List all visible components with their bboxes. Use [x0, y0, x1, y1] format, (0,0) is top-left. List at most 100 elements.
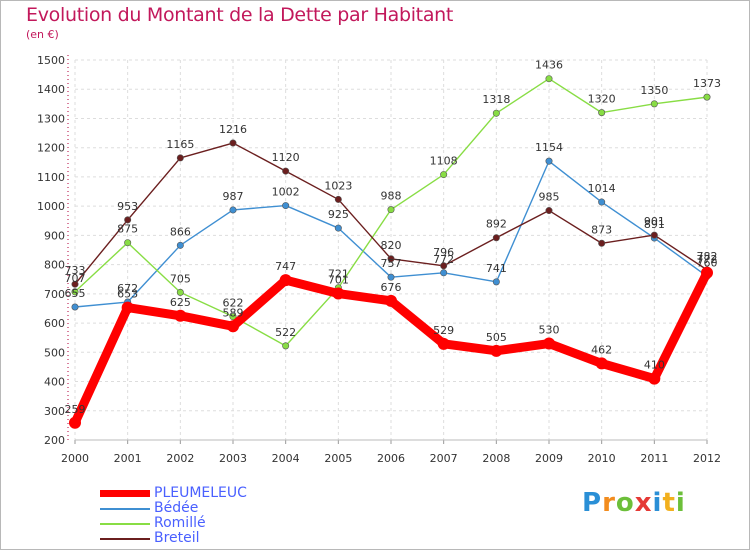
logo-letter: t: [662, 488, 676, 518]
data-point: [174, 309, 187, 322]
x-tick-label: 2011: [640, 452, 668, 465]
data-point: [598, 239, 606, 247]
data-point: [229, 206, 237, 214]
data-point: [279, 274, 292, 287]
data-label: 622: [223, 297, 244, 310]
legend-label: Romillé: [154, 515, 206, 531]
data-label: 522: [275, 326, 296, 339]
data-label: 259: [65, 403, 86, 416]
data-point: [282, 202, 290, 210]
data-point: [545, 157, 553, 165]
data-point: [650, 231, 658, 239]
data-point: [440, 262, 448, 270]
data-label: 925: [328, 208, 349, 221]
data-point: [282, 342, 290, 350]
data-label: 987: [223, 190, 244, 203]
data-point: [545, 207, 553, 215]
logo-letter: o: [615, 488, 635, 518]
data-label: 410: [644, 359, 665, 372]
data-label: 985: [539, 191, 560, 204]
data-point: [648, 372, 661, 385]
x-tick-label: 2010: [588, 452, 616, 465]
x-tick-label: 2003: [219, 452, 247, 465]
x-tick-label: 2005: [324, 452, 352, 465]
data-label: 529: [433, 324, 454, 337]
data-label: 1002: [272, 186, 300, 199]
data-label: 988: [381, 190, 402, 203]
data-label: 892: [486, 218, 507, 231]
x-tick-label: 2002: [166, 452, 194, 465]
data-point: [492, 109, 500, 117]
y-tick-label: 1300: [37, 112, 65, 125]
data-point: [227, 320, 239, 333]
data-point: [121, 301, 134, 314]
data-point: [440, 269, 448, 277]
data-point: [598, 109, 606, 117]
data-label: 820: [381, 239, 402, 252]
data-label: 721: [328, 268, 349, 281]
data-label: 625: [170, 296, 191, 309]
y-tick-label: 1200: [37, 142, 65, 155]
data-point: [332, 287, 345, 300]
data-label: 891: [644, 218, 665, 231]
data-label: 1154: [535, 141, 563, 154]
data-label: 707: [65, 272, 86, 285]
data-label: 875: [117, 223, 138, 236]
data-label: 733: [65, 264, 86, 277]
y-tick-label: 300: [44, 405, 65, 418]
data-label: 757: [381, 257, 402, 270]
data-point: [69, 416, 81, 429]
data-label: 1108: [430, 155, 458, 168]
y-tick-label: 900: [44, 229, 65, 242]
data-label: 796: [433, 246, 454, 259]
data-point: [543, 337, 555, 350]
data-point: [124, 239, 132, 247]
y-tick-label: 600: [44, 317, 65, 330]
data-point: [387, 206, 395, 214]
data-label: 772: [433, 253, 454, 266]
data-point: [71, 303, 79, 311]
data-label: 462: [591, 343, 612, 356]
data-label: 653: [117, 288, 138, 301]
data-label: 589: [223, 306, 244, 319]
legend-swatch: [100, 523, 150, 525]
y-tick-label: 700: [44, 288, 65, 301]
x-tick-label: 2008: [482, 452, 510, 465]
data-label: 705: [170, 272, 191, 285]
data-label: 747: [275, 260, 296, 273]
data-label: 866: [170, 225, 191, 238]
data-point: [545, 75, 553, 83]
data-label: 505: [486, 331, 507, 344]
data-label: 701: [328, 274, 349, 287]
data-point: [703, 93, 711, 101]
y-tick-label: 1400: [37, 83, 65, 96]
logo-letter: P: [582, 488, 603, 518]
logo-letter: x: [634, 488, 653, 518]
x-tick-label: 2012: [693, 452, 721, 465]
data-point: [437, 337, 450, 350]
data-label: 1023: [324, 179, 352, 192]
data-label: 1216: [219, 123, 247, 136]
proxiti-logo: Proxiti: [582, 488, 686, 518]
data-point: [334, 195, 342, 203]
chart-title: Evolution du Montant de la Dette par Hab…: [26, 4, 454, 26]
data-label: 1014: [588, 182, 616, 195]
data-label: 760: [697, 256, 718, 269]
data-label: 1318: [482, 93, 510, 106]
logo-letter: i: [652, 488, 663, 518]
data-point: [387, 255, 395, 263]
data-label: 530: [539, 324, 560, 337]
legend-swatch: [100, 490, 150, 497]
data-point: [176, 288, 184, 296]
data-label: 1350: [640, 84, 668, 97]
x-tick-label: 2006: [377, 452, 405, 465]
data-label: 672: [117, 282, 138, 295]
data-point: [71, 288, 79, 296]
data-point: [334, 224, 342, 232]
data-label: 953: [117, 200, 138, 213]
data-label: 1165: [166, 138, 194, 151]
data-label: 782: [697, 250, 718, 263]
y-tick-label: 1100: [37, 171, 65, 184]
